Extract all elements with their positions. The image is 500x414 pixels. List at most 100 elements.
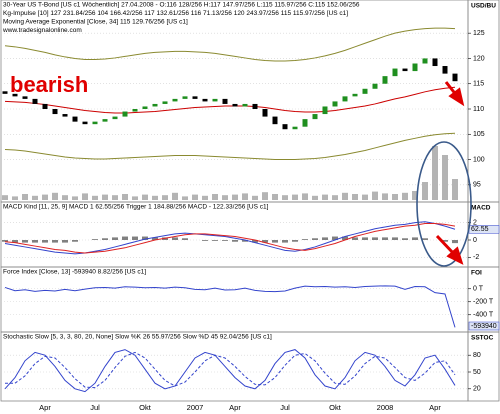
candle <box>272 116 278 125</box>
series-line <box>4 221 456 255</box>
x-tick-label: 2007 <box>187 403 204 412</box>
candle <box>72 116 78 122</box>
candle <box>2 91 8 94</box>
candle <box>212 98 218 102</box>
histogram-bar <box>2 240 8 242</box>
last-value-box <box>468 321 500 331</box>
y-tick-label: 0 T <box>473 286 484 293</box>
candle <box>362 88 368 94</box>
histogram-bar <box>182 238 188 240</box>
candle <box>182 96 188 99</box>
y-tick-label: 80 <box>473 352 481 359</box>
histogram-bar <box>392 237 398 240</box>
candle <box>62 114 68 117</box>
candle <box>372 83 378 89</box>
histogram-bar <box>142 236 148 240</box>
histogram-bar <box>332 236 338 240</box>
y-tick-label: 115 <box>473 81 484 88</box>
series-line <box>4 132 456 161</box>
y-tick-label: 50 <box>473 369 481 376</box>
histogram-bar <box>412 237 418 240</box>
volume-bar <box>172 192 178 200</box>
histogram-bar <box>172 237 178 240</box>
histogram-bar <box>32 240 38 243</box>
volume-bar <box>122 194 128 200</box>
candle <box>172 98 178 102</box>
volume-bar <box>2 195 8 200</box>
histogram-bar <box>312 238 318 240</box>
candle <box>292 126 298 130</box>
y-tick-label: 105 <box>473 131 485 138</box>
histogram-bar <box>122 236 128 240</box>
volume-bar <box>352 194 358 200</box>
series-line <box>4 349 456 393</box>
candle <box>392 68 398 77</box>
histogram-bar <box>132 236 138 240</box>
arrow-head <box>448 87 465 107</box>
candle <box>432 58 438 67</box>
volume-bar <box>112 195 118 200</box>
series-line <box>4 223 456 254</box>
volume-bar <box>32 195 38 200</box>
y-tick-label: 0 <box>473 237 477 244</box>
volume-bar <box>242 193 248 200</box>
volume-bar <box>402 192 408 200</box>
x-tick-label: Jul <box>90 403 100 412</box>
volume-bar <box>152 195 158 200</box>
histogram-bar <box>352 237 358 240</box>
volume-bar <box>72 196 78 200</box>
series-line <box>5 351 456 389</box>
volume-bar <box>422 182 428 200</box>
axis-label: SSTOC <box>471 335 494 342</box>
candle <box>122 111 128 117</box>
volume-bar <box>202 195 208 200</box>
volume-bar <box>332 195 338 200</box>
candle <box>352 93 358 97</box>
volume-bar <box>12 196 18 200</box>
candle <box>382 76 388 84</box>
volume-bar <box>52 192 58 200</box>
candle <box>152 103 158 107</box>
highlight-ellipse <box>416 141 472 267</box>
panel-title: 30-Year US T-Bond [US c1 Wöchentlich] 27… <box>3 2 360 9</box>
y-tick-label: 110 <box>473 106 484 113</box>
histogram-bar <box>302 239 308 240</box>
y-tick-label: 95 <box>473 182 481 189</box>
histogram-bar <box>112 237 118 240</box>
histogram-bar <box>402 238 408 240</box>
volume-bar <box>372 191 378 200</box>
volume-bar <box>442 155 448 200</box>
volume-bar <box>192 194 198 200</box>
y-tick-label: 20 <box>473 386 481 393</box>
axis-label: MACD <box>471 205 491 212</box>
y-tick-label: 125 <box>473 30 485 37</box>
histogram-bar <box>152 237 158 240</box>
volume-bar <box>302 193 308 200</box>
volume-bar <box>262 192 268 200</box>
volume-bar <box>82 193 88 200</box>
volume-bar <box>212 194 218 200</box>
histogram-bar <box>252 240 258 243</box>
candle <box>142 106 148 109</box>
volume-bar <box>362 194 368 200</box>
histogram-bar <box>322 237 328 240</box>
candle <box>112 116 118 120</box>
histogram-bar <box>382 237 388 240</box>
volume-bar <box>452 179 458 200</box>
panel-title: Kg-Impulse [10] 127 231.84/256 104 166.4… <box>3 10 348 17</box>
volume-bar <box>432 146 438 200</box>
y-tick-label: -200 T <box>473 299 494 306</box>
candle <box>222 98 228 104</box>
candle <box>252 103 258 109</box>
candle <box>412 63 418 72</box>
last-value-label: -593940 <box>471 323 497 330</box>
panel-title: Force Index [Close, 13] -593940 8.82/256… <box>3 269 146 276</box>
histogram-bar <box>202 240 208 241</box>
histogram-bar <box>422 238 428 240</box>
arrows <box>435 81 465 265</box>
series-line <box>4 27 456 62</box>
volume-bar <box>102 194 108 200</box>
candle <box>202 98 208 102</box>
